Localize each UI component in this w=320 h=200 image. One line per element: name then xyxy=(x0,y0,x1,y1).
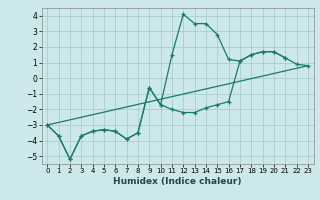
X-axis label: Humidex (Indice chaleur): Humidex (Indice chaleur) xyxy=(113,177,242,186)
